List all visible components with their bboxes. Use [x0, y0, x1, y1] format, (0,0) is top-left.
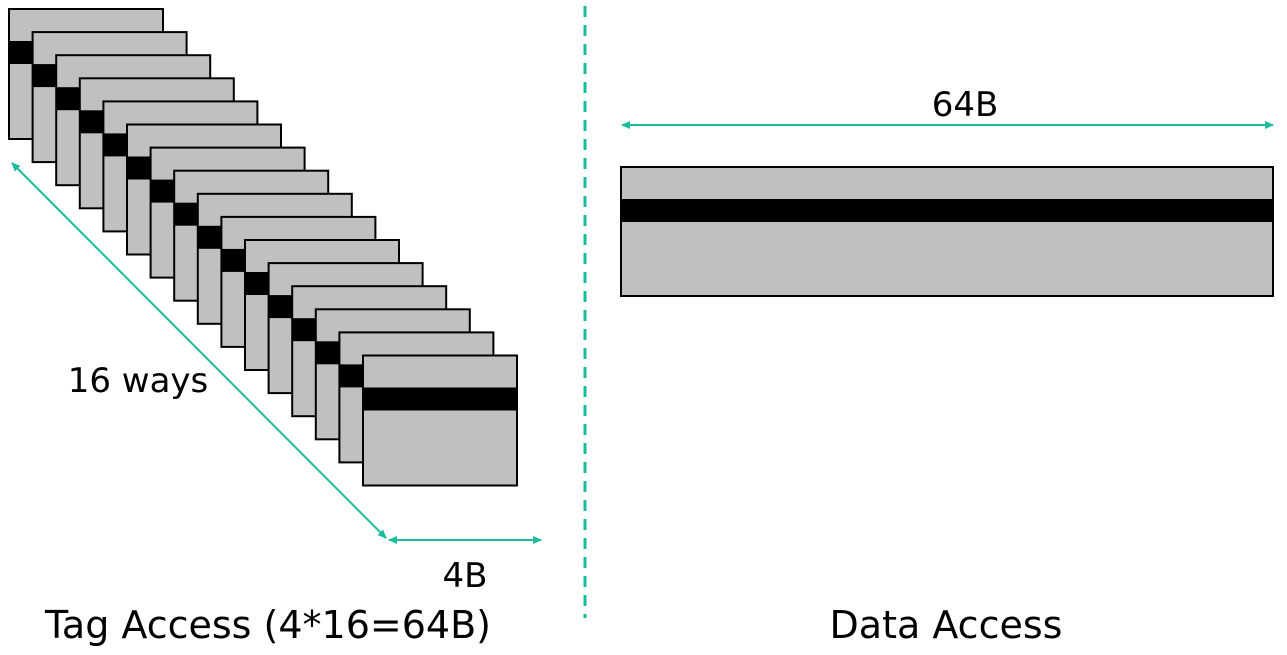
tag-way-selected-stripe — [363, 387, 517, 411]
data-line-selected-stripe — [621, 199, 1273, 222]
data-width-label: 64B — [932, 85, 999, 125]
tag-width-label: 4B — [443, 556, 488, 596]
tag-way-block — [362, 354, 518, 487]
data-access-caption: Data Access — [830, 603, 1063, 647]
ways-label: 16 ways — [68, 361, 209, 401]
tag-access-caption: Tag Access (4*16=64B) — [44, 603, 491, 647]
data-line-block — [620, 166, 1274, 297]
ways-dimension-arrow — [11, 162, 387, 539]
tag-way-16 — [362, 354, 518, 487]
